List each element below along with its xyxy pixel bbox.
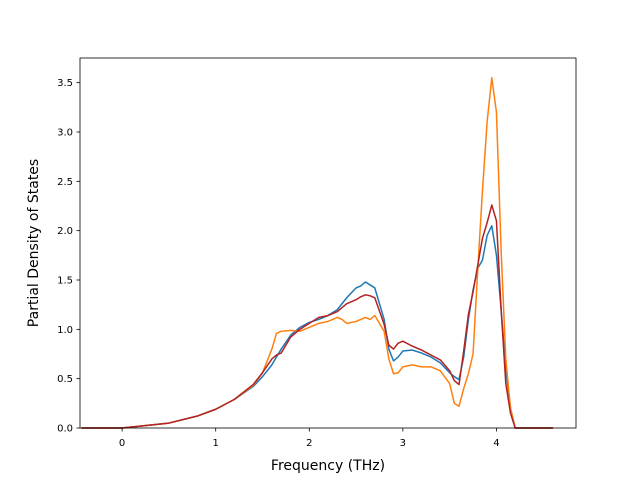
y-tick-label: 0.0 (57, 424, 73, 435)
y-tick-label: 3.5 (57, 78, 73, 89)
series-line-2 (81, 76, 554, 429)
x-axis: 0 1 2 3 4 (119, 428, 500, 449)
y-axis-label: Partial Density of States (26, 159, 42, 327)
series-line-1 (81, 224, 554, 429)
y-tick-label: 0.5 (57, 374, 73, 385)
y-tick-label: 2.5 (57, 177, 73, 188)
x-tick-label: 4 (493, 438, 499, 449)
y-tick-label: 2.0 (57, 226, 73, 237)
x-axis-label: Frequency (THz) (271, 458, 385, 474)
x-tick-label: 3 (400, 438, 406, 449)
y-tick-label: 1.0 (57, 325, 73, 336)
y-tick-label: 3.0 (57, 128, 73, 139)
series-group (81, 76, 554, 429)
series-line-3 (81, 204, 554, 429)
x-tick-label: 0 (119, 438, 125, 449)
y-axis: 0.0 0.5 1.0 1.5 2.0 2.5 3.0 3.5 (57, 78, 80, 435)
x-tick-label: 2 (306, 438, 312, 449)
y-tick-label: 1.5 (57, 276, 73, 287)
x-tick-label: 1 (213, 438, 219, 449)
axes-frame (79, 57, 577, 429)
